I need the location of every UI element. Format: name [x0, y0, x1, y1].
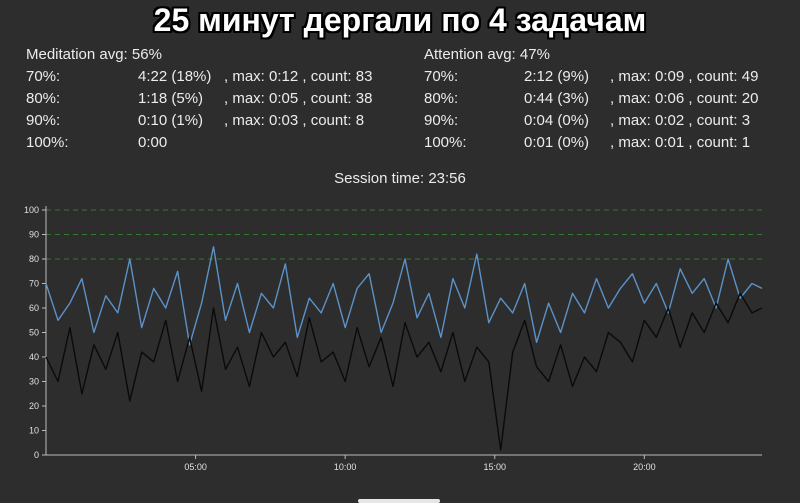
- row-extra: , max: 0:03 , count: 8: [224, 112, 365, 129]
- row-extra: , max: 0:01 , count: 1: [610, 134, 751, 151]
- row-extra: , max: 0:09 , count: 49: [610, 68, 759, 85]
- y-tick-label: 30: [29, 377, 39, 387]
- attention-row-70: 70%: 2:12 (9%) , max: 0:09 , count: 49: [424, 66, 794, 88]
- y-tick-label: 50: [29, 328, 39, 338]
- row-value: 4:22 (18%): [138, 68, 212, 85]
- y-tick-label: 60: [29, 303, 39, 313]
- row-label: 80%:: [424, 90, 459, 107]
- attention-row-100: 100%: 0:01 (0%) , max: 0:01 , count: 1: [424, 132, 794, 154]
- row-label: 100%:: [424, 134, 467, 151]
- row-extra: , max: 0:02 , count: 3: [610, 112, 751, 129]
- row-value: 0:00: [138, 134, 168, 151]
- attention-row-90: 90%: 0:04 (0%) , max: 0:02 , count: 3: [424, 110, 794, 132]
- row-extra: , max: 0:12 , count: 83: [224, 68, 373, 85]
- session-time: Session time: 23:56: [334, 170, 466, 187]
- line-chart: 0 10 20 30 40 50 60 70 80 90 100 05:00 10:00 15:00 20:…: [24, 205, 763, 472]
- x-tick-label: 15:00: [483, 462, 506, 472]
- row-value: 1:18 (5%): [138, 90, 204, 107]
- series-line-attention: [45, 292, 763, 451]
- y-tick-label: 80: [29, 254, 39, 264]
- x-tick-label: 10:00: [334, 462, 357, 472]
- y-tick-label: 20: [29, 401, 39, 411]
- attention-avg: Attention avg: 47%: [424, 46, 550, 63]
- y-tick-label: 100: [24, 205, 39, 215]
- row-label: 70%:: [424, 68, 459, 85]
- row-label: 90%:: [26, 112, 61, 129]
- y-tick-label: 70: [29, 279, 39, 289]
- threshold-lines: [46, 209, 762, 260]
- meditation-row-70: 70%: 4:22 (18%) , max: 0:12 , count: 83: [26, 66, 406, 88]
- x-tick-label: 20:00: [633, 462, 656, 472]
- x-tick-label: 05:00: [184, 462, 207, 472]
- row-extra: , max: 0:06 , count: 20: [610, 90, 759, 107]
- meditation-row-90: 90%: 0:10 (1%) , max: 0:03 , count: 8: [26, 110, 406, 132]
- attention-row-80: 80%: 0:44 (3%) , max: 0:06 , count: 20: [424, 88, 794, 110]
- y-tick-label: 40: [29, 352, 39, 362]
- y-tick-label: 0: [34, 450, 39, 460]
- row-value: 0:01 (0%): [524, 134, 590, 151]
- row-label: 70%:: [26, 68, 61, 85]
- row-label: 100%:: [26, 134, 69, 151]
- row-value: 0:10 (1%): [138, 112, 204, 129]
- chart-axes: 0 10 20 30 40 50 60 70 80 90 100 05:00 10:00 15:00 20:…: [24, 205, 762, 472]
- meditation-row-80: 80%: 1:18 (5%) , max: 0:05 , count: 38: [26, 88, 406, 110]
- row-extra: , max: 0:05 , count: 38: [224, 90, 373, 107]
- series-line-meditation: [45, 246, 763, 346]
- meditation-row-100: 100%: 0:00: [26, 132, 406, 154]
- row-value: 0:44 (3%): [524, 90, 590, 107]
- meditation-avg: Meditation avg: 56%: [26, 46, 162, 63]
- attention-stats: Attention avg: 47% 70%: 2:12 (9%) , max:…: [424, 44, 794, 154]
- y-tick-label: 90: [29, 230, 39, 240]
- horizontal-scrollbar[interactable]: [358, 499, 440, 503]
- y-tick-label: 10: [29, 426, 39, 436]
- meditation-stats: Meditation avg: 56% 70%: 4:22 (18%) , ma…: [26, 44, 406, 154]
- row-label: 90%:: [424, 112, 459, 129]
- row-value: 0:04 (0%): [524, 112, 590, 129]
- chart-series: [45, 246, 763, 451]
- row-label: 80%:: [26, 90, 61, 107]
- banner-title: 25 минут дергали по 4 задачам: [153, 2, 647, 38]
- row-value: 2:12 (9%): [524, 68, 590, 85]
